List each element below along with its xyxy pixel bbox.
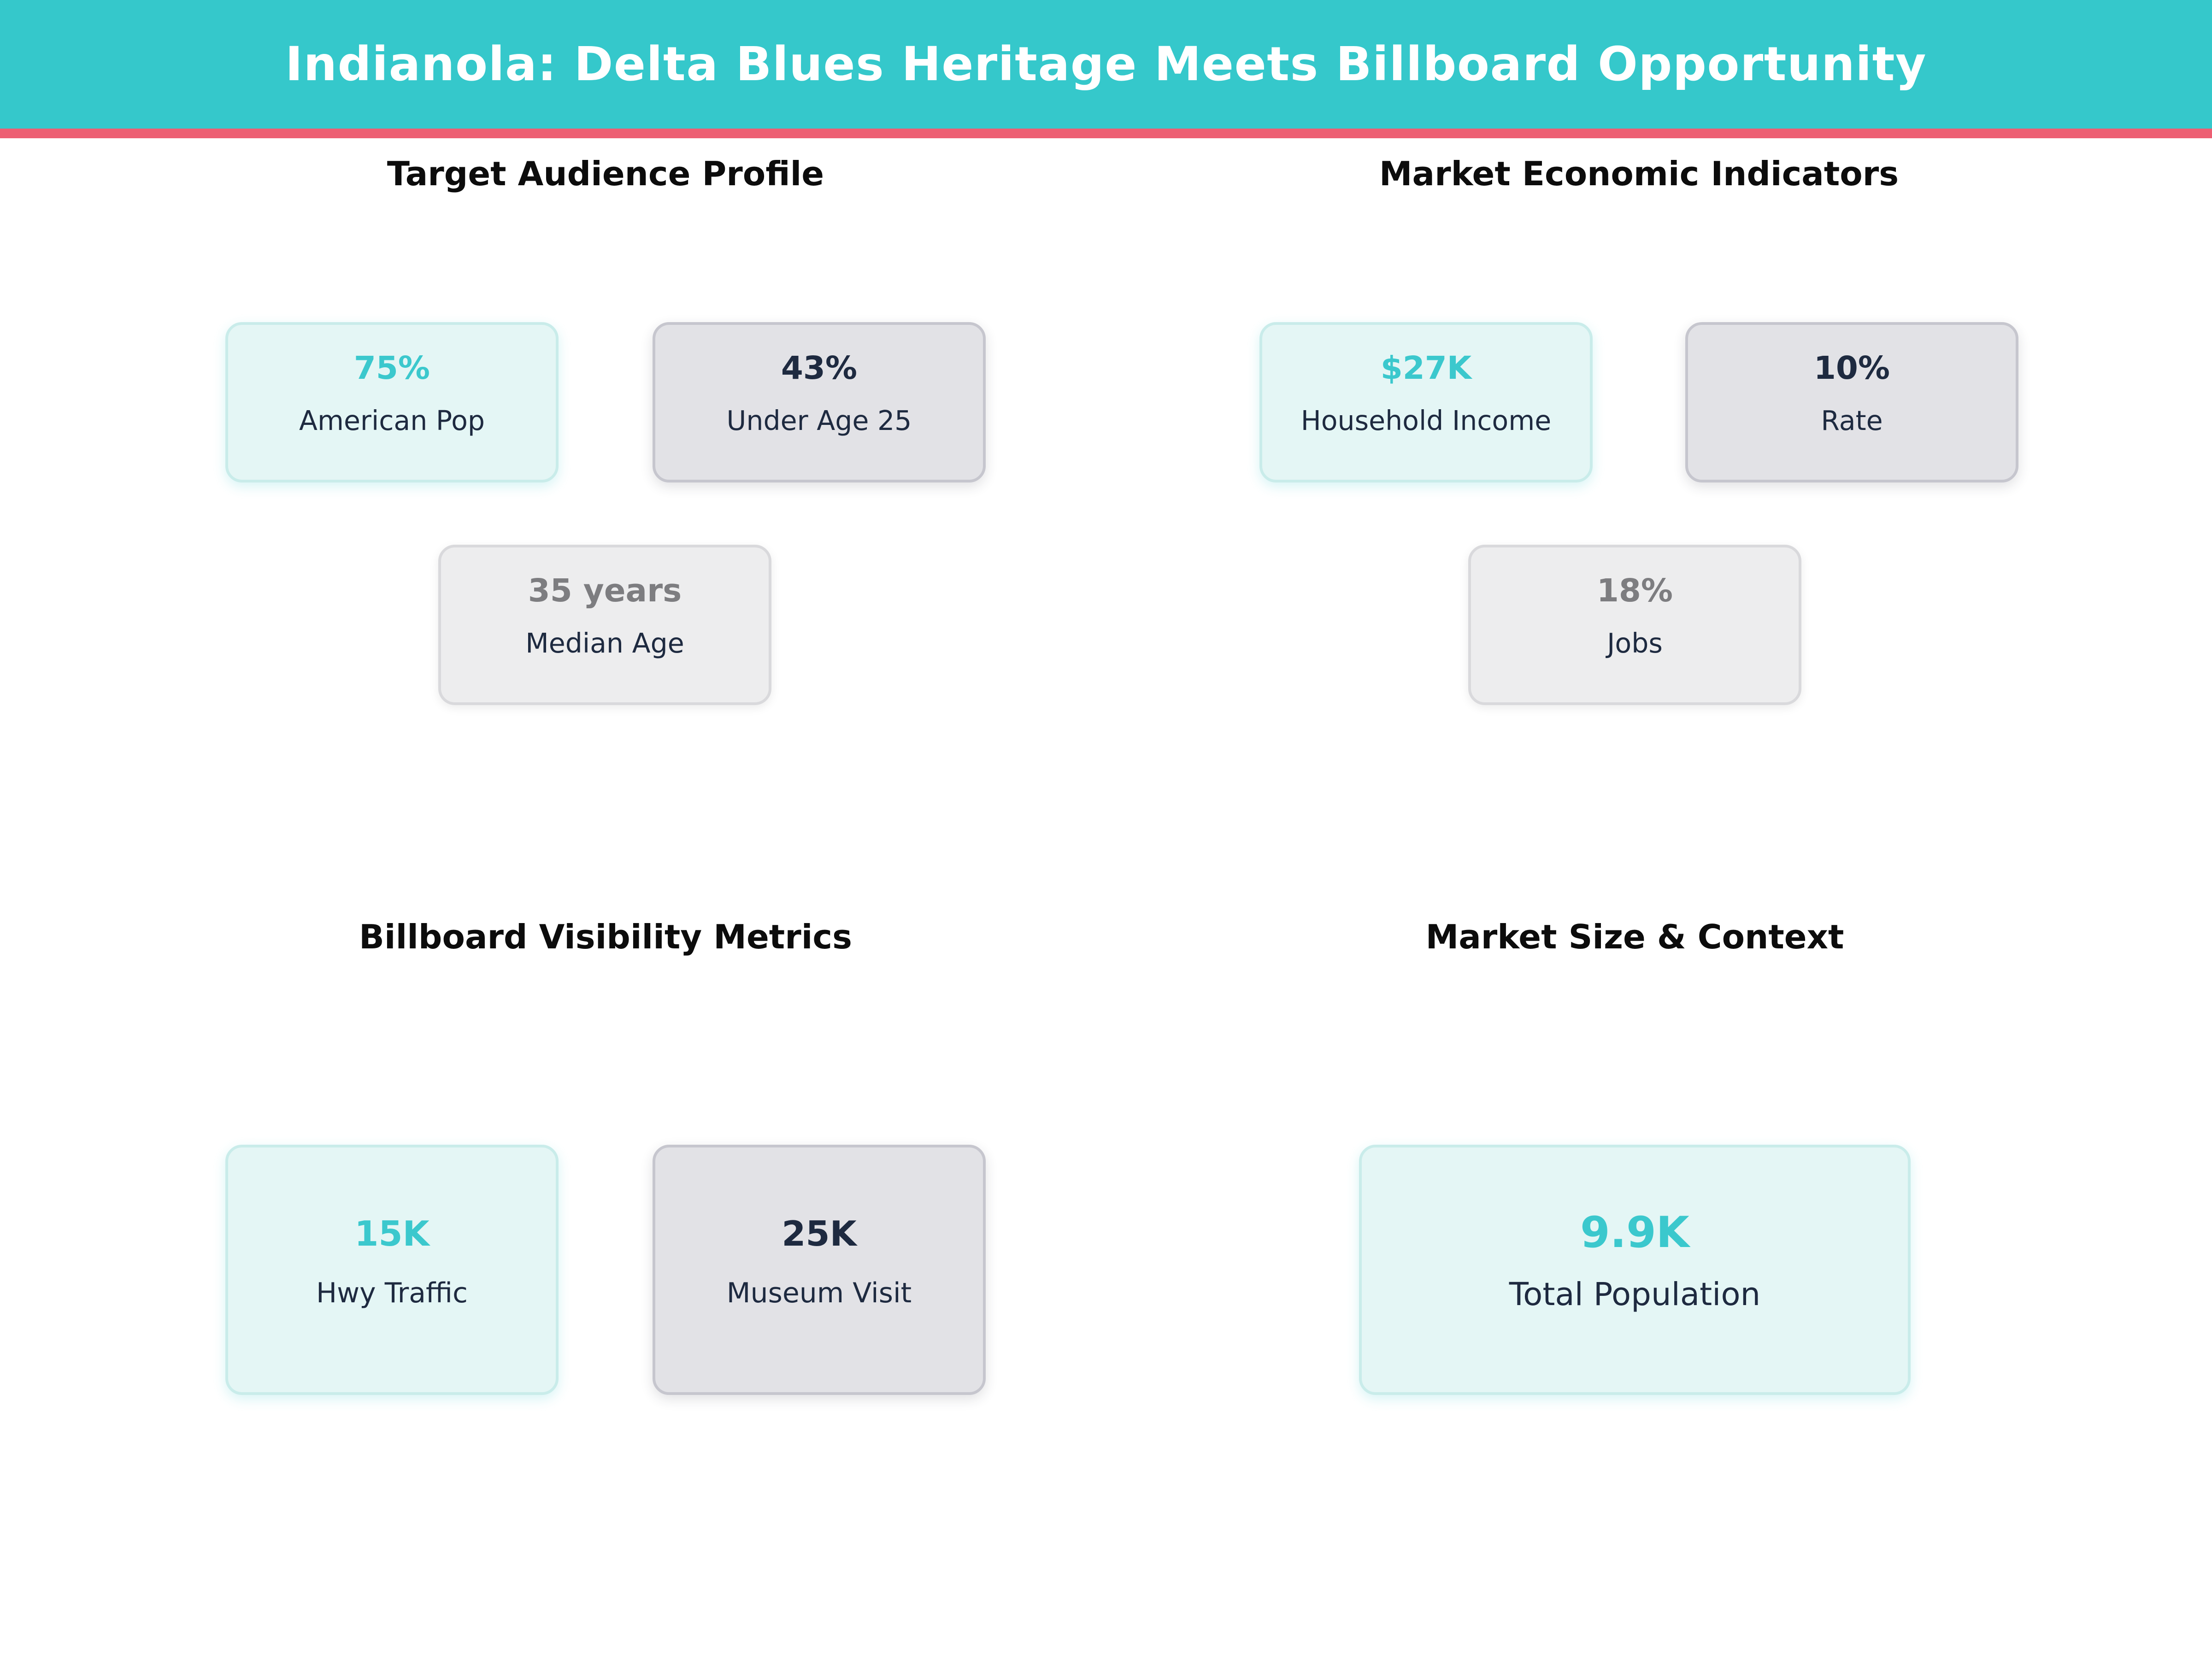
stat-card-hwy-traffic: 15K Hwy Traffic [225,1145,559,1395]
stat-label: Rate [1821,405,1883,437]
stat-value: 35 years [528,573,682,609]
header-bar: Indianola: Delta Blues Heritage Meets Bi… [0,0,2212,129]
page-title: Indianola: Delta Blues Heritage Meets Bi… [285,36,1927,92]
stat-card-total-population: 9.9K Total Population [1359,1145,1911,1395]
section-title-billboard-visibility-metrics: Billboard Visibility Metrics [359,918,852,957]
stat-card-household-income: $27K Household Income [1259,322,1593,482]
section-title-market-economic-indicators: Market Economic Indicators [1379,155,1899,194]
stat-label: Hwy Traffic [316,1276,468,1310]
stat-label: American Pop [299,405,485,437]
stat-label: Museum Visit [726,1276,912,1310]
stat-card-museum-visit: 25K Museum Visit [653,1145,986,1395]
divider-line [0,129,2212,138]
stat-label: Jobs [1607,627,1663,659]
stat-value: 9.9K [1580,1208,1689,1258]
stat-label: Median Age [525,627,684,659]
stat-value: $27K [1380,350,1472,387]
stat-value: 43% [781,350,858,387]
stat-label: Household Income [1300,405,1552,437]
stat-value: 25K [782,1213,857,1254]
stat-value: 75% [353,350,430,387]
section-title-target-audience-profile: Target Audience Profile [387,155,824,194]
stat-card-american-pop: 75% American Pop [225,322,559,482]
stat-value: 10% [1813,350,1890,387]
stat-card-under-age-25: 43% Under Age 25 [653,322,986,482]
stat-label: Under Age 25 [726,405,912,437]
stat-card-jobs: 18% Jobs [1468,545,1801,705]
stat-value: 15K [354,1213,429,1254]
stat-value: 18% [1596,573,1673,609]
stat-card-rate: 10% Rate [1685,322,2018,482]
section-title-market-size-context: Market Size & Context [1425,918,1844,957]
stat-card-median-age: 35 years Median Age [438,545,771,705]
stat-label: Total Population [1509,1277,1761,1313]
